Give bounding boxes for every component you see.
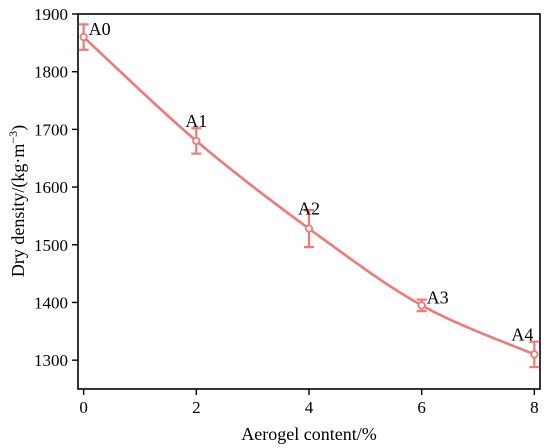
density-curve (82, 36, 535, 356)
x-axis-ticks: 0 2 4 6 8 (79, 389, 539, 417)
series-line (82, 36, 535, 356)
point-label: A0 (89, 19, 111, 39)
data-point (417, 301, 426, 310)
point-labels: A0 A1 A2 A3 A4 (89, 19, 534, 344)
y-tick-label: 1300 (34, 351, 68, 370)
y-tick-label: 1700 (34, 120, 68, 139)
y-tick-label: 1800 (34, 63, 68, 82)
x-tick-label: 4 (305, 398, 314, 417)
data-points (79, 32, 539, 359)
data-point (79, 32, 88, 42)
data-point (192, 136, 201, 146)
y-axis-title-exponent: −3 (6, 131, 20, 144)
y-tick-label: 1600 (34, 178, 68, 197)
y-tick-label: 1900 (34, 5, 68, 24)
point-label: A2 (298, 199, 320, 219)
x-axis-title: Aerogel content/% (241, 424, 376, 444)
y-axis-title-main: Dry density/(kg·m (8, 144, 29, 277)
x-tick-label: 2 (192, 398, 201, 417)
data-point (530, 350, 539, 359)
y-axis-title-close: ) (8, 125, 29, 131)
error-bars (78, 23, 540, 369)
x-tick-label: 8 (530, 398, 539, 417)
y-tick-label: 1500 (34, 236, 68, 255)
y-tick-label: 1400 (34, 293, 68, 312)
y-axis-title: Dry density/(kg·m−3) (6, 125, 29, 277)
data-point (304, 224, 314, 233)
point-label: A4 (511, 324, 533, 344)
point-label: A1 (185, 111, 207, 131)
point-label: A3 (427, 287, 449, 307)
x-tick-label: 0 (79, 398, 88, 417)
y-axis-ticks: 1300 1400 1500 1600 1700 1800 1900 (34, 5, 78, 370)
x-tick-label: 6 (417, 398, 426, 417)
